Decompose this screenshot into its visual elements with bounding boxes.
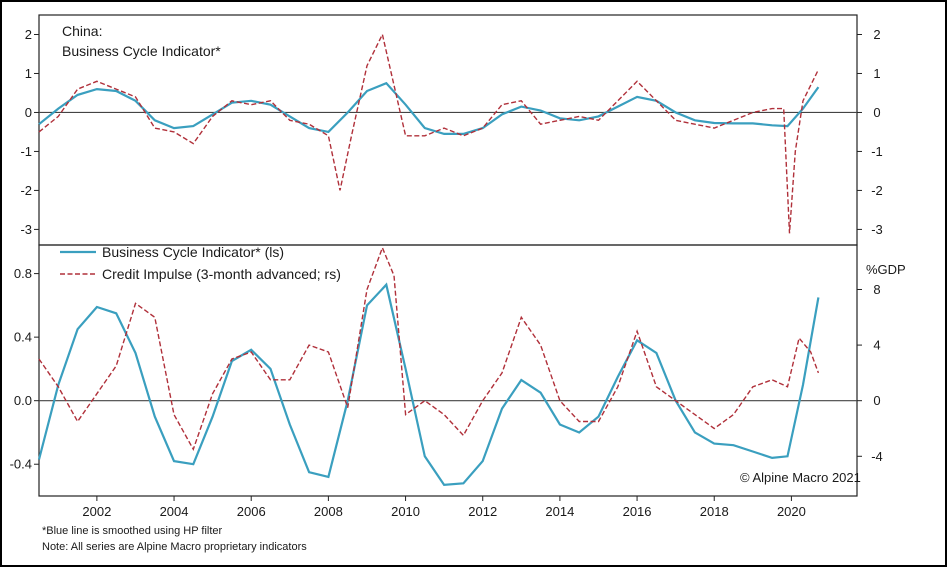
right-tick-label: 8: [873, 282, 880, 297]
chart-marks: -3 -2 -1 0 1 2 -3 -2 -1 0 1 2 -0.4 0.0 0.4 0.8 -4 0 4 8 2002…: [10, 27, 883, 519]
x-tick-label: 2018: [700, 504, 729, 519]
right-tick-label: 0: [873, 393, 880, 408]
footnote-hp-filter: *Blue line is smoothed using HP filter: [42, 525, 223, 537]
chart-title-line1: China:: [62, 23, 102, 39]
x-tick-label: 2020: [777, 504, 806, 519]
bci-line-panel-1: [38, 81, 820, 135]
left-tick-label: 0.0: [14, 393, 32, 408]
copyright-text: © Alpine Macro 2021: [740, 470, 861, 485]
left-tick-label: -2: [20, 183, 32, 198]
x-tick-label: 2010: [391, 504, 420, 519]
chart-title-line2: Business Cycle Indicator*: [62, 43, 221, 59]
right-tick-label: -3: [871, 222, 883, 237]
left-tick-label: -0.4: [10, 457, 32, 472]
right-tick-label: 0: [873, 105, 880, 120]
legend-label-credit-impulse: Credit Impulse (3-month advanced; rs): [102, 266, 341, 282]
legend-label-bci: Business Cycle Indicator* (ls): [102, 244, 284, 260]
left-tick-label: 0.8: [14, 266, 32, 281]
x-tick-label: 2014: [545, 504, 574, 519]
right-tick-label: 2: [873, 27, 880, 42]
right-tick-label: 4: [873, 338, 880, 353]
right-axis-unit-label: %GDP: [866, 262, 906, 277]
right-tick-label: -4: [871, 449, 883, 464]
x-tick-label: 2002: [82, 504, 111, 519]
bottom-panel-frame: [38, 244, 858, 497]
x-tick-label: 2006: [237, 504, 266, 519]
x-tick-label: 2004: [160, 504, 189, 519]
x-tick-label: 2012: [468, 504, 497, 519]
left-tick-label: 2: [25, 27, 32, 42]
x-tick-label: 2016: [623, 504, 652, 519]
credit-impulse-line-panel-1: [38, 32, 820, 234]
left-tick-label: 1: [25, 66, 32, 81]
x-tick-label: 2008: [314, 504, 343, 519]
credit-impulse-line-panel-2: [38, 245, 820, 452]
right-tick-label: -1: [871, 144, 883, 159]
footnote-proprietary: Note: All series are Alpine Macro propri…: [42, 541, 307, 553]
left-tick-label: -3: [20, 222, 32, 237]
left-tick-label: -1: [20, 144, 32, 159]
right-tick-label: 1: [873, 66, 880, 81]
left-tick-label: 0: [25, 105, 32, 120]
bci-line-panel-2: [37, 282, 820, 487]
right-tick-label: -2: [871, 183, 883, 198]
left-tick-label: 0.4: [14, 330, 32, 345]
